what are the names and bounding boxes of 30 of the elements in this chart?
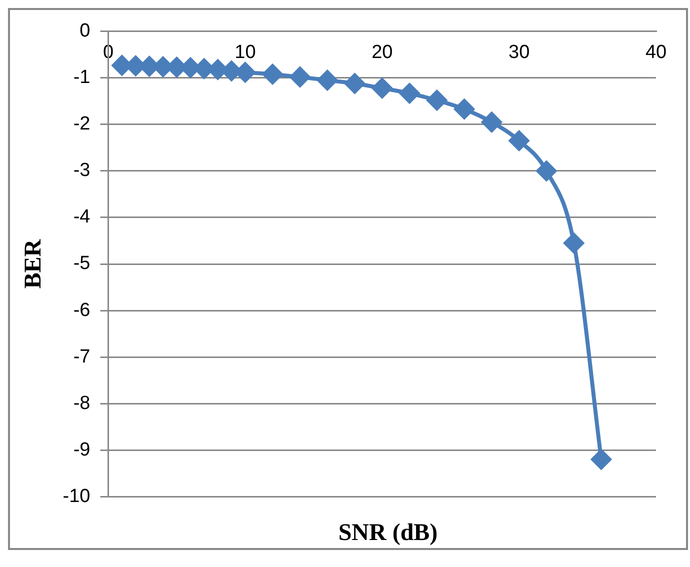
y-tick-label: -2 [73,114,90,135]
y-tick-label: 0 [80,20,90,42]
point [454,99,474,120]
point [372,78,392,98]
y-tick-label: -5 [73,253,90,274]
y-tick-label: -10 [62,486,90,507]
y-tick-label: -8 [73,392,90,414]
point [564,233,584,254]
point [426,90,447,110]
y-tick-label: -1 [73,67,90,88]
point [400,83,420,104]
x-tick-label: 30 [508,42,530,64]
y-tick-label: -7 [73,346,90,368]
point [482,112,502,132]
x-tick-label: 20 [372,42,393,64]
point [536,160,556,181]
point [591,449,612,470]
y-tick-label: -4 [73,206,91,228]
point [290,66,310,87]
x-tick-label: 40 [645,42,667,64]
y-tick-label: -3 [73,160,90,182]
y-axis-title: BER [20,238,47,289]
y-tick-label: -6 [73,300,90,321]
point [262,64,283,84]
x-axis-title: SNR (dB) [337,519,439,548]
point [344,74,365,94]
point [509,130,530,151]
point [317,70,338,90]
y-tick-label: -9 [73,439,90,460]
x-tick-label: 10 [234,42,256,64]
